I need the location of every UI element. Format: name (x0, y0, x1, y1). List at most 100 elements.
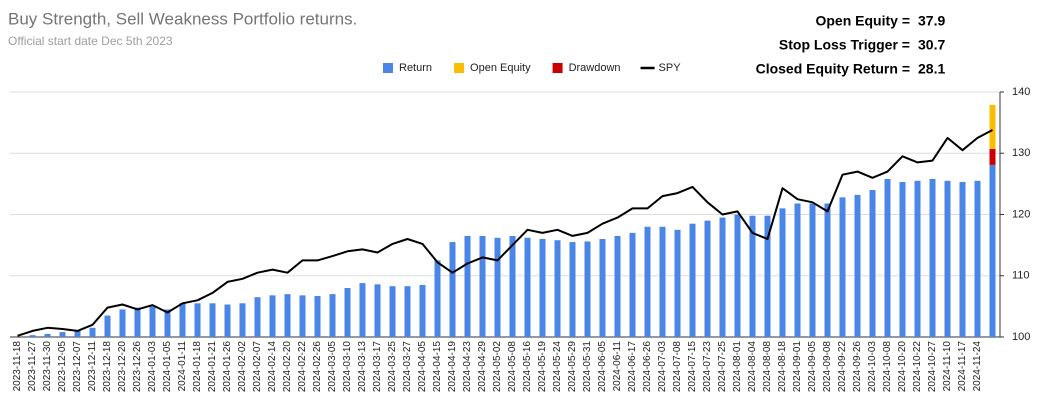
bar (74, 330, 81, 337)
bar (794, 203, 801, 337)
x-tick-label: 2024-09-05 (807, 341, 818, 393)
x-tick-label: 2024-08-04 (747, 341, 758, 393)
x-tick-label: 2023-11-18 (12, 341, 23, 392)
x-tick-label: 2024-10-03 (867, 341, 878, 393)
bar (359, 283, 366, 337)
bar (644, 226, 651, 337)
x-tick-label: 2024-02-26 (312, 341, 323, 393)
bar (884, 178, 891, 337)
y-tick-label: 100 (1012, 331, 1030, 343)
x-tick-label: 2024-07-03 (657, 341, 668, 393)
x-tick-label: 2024-08-01 (732, 341, 743, 393)
bar (944, 180, 951, 337)
x-tick-label: 2024-08-08 (762, 341, 773, 393)
bar (254, 297, 261, 337)
bar (779, 208, 786, 337)
x-tick-label: 2024-06-17 (627, 341, 638, 393)
bar (29, 335, 36, 337)
bar (974, 180, 981, 337)
bar (149, 306, 156, 337)
bar (959, 182, 966, 337)
spy-line (17, 129, 993, 337)
x-tick-label: 2024-02-14 (267, 341, 278, 393)
x-tick-label: 2024-01-03 (147, 341, 158, 393)
x-tick-label: 2024-10-20 (897, 341, 908, 393)
x-tick-label: 2024-01-18 (192, 341, 203, 393)
bar (44, 333, 51, 337)
bar (269, 295, 276, 337)
x-tick-label: 2023-12-07 (72, 341, 83, 393)
stat-value: 28.1 (918, 61, 945, 77)
x-tick-label: 2024-08-18 (777, 341, 788, 393)
x-tick-label: 2024-06-05 (597, 341, 608, 393)
stat-value: 37.9 (918, 13, 945, 29)
bar (719, 217, 726, 337)
bar (869, 190, 876, 337)
x-tick-label: 2024-03-05 (327, 341, 338, 393)
bar (179, 303, 186, 337)
x-tick-label: 2023-11-30 (42, 341, 53, 392)
x-tick-label: 2024-02-07 (252, 341, 263, 393)
y-tick-label: 140 (1012, 86, 1030, 98)
x-tick-label: 2024-03-27 (402, 341, 413, 393)
bar (839, 197, 846, 337)
chart-subtitle: Official start date Dec 5th 2023 (8, 34, 173, 48)
bar (194, 303, 201, 337)
bar (899, 182, 906, 337)
x-tick-label: 2024-09-08 (822, 341, 833, 393)
bar (89, 327, 96, 337)
bar (239, 303, 246, 337)
bar (689, 223, 696, 337)
bar (344, 288, 351, 337)
bar (674, 229, 681, 337)
x-tick-label: 2024-01-11 (177, 341, 188, 392)
bar (704, 220, 711, 337)
x-tick-label: 2024-10-27 (927, 341, 938, 393)
y-tick-label: 130 (1012, 147, 1030, 159)
bar (524, 237, 531, 337)
bar (659, 226, 666, 337)
stat-label: Open Equity = (815, 13, 910, 29)
bar (584, 241, 591, 337)
x-tick-label: 2023-11-27 (27, 341, 38, 392)
y-tick-label: 120 (1012, 208, 1030, 220)
bar (419, 284, 426, 337)
bar (209, 303, 216, 337)
bar (494, 237, 501, 337)
bar (434, 260, 441, 337)
x-tick-label: 2024-07-08 (672, 341, 683, 393)
x-tick-label: 2024-05-16 (522, 341, 533, 393)
bar (404, 286, 411, 337)
bar (464, 235, 471, 337)
bar (479, 235, 486, 337)
x-tick-label: 2024-06-26 (642, 341, 653, 393)
bar (104, 315, 111, 337)
bar (929, 178, 936, 337)
x-tick-label: 2024-10-08 (882, 341, 893, 393)
bar (119, 309, 126, 337)
x-tick-label: 2024-05-02 (492, 341, 503, 393)
bar (599, 239, 606, 337)
x-tick-label: 2024-03-10 (342, 341, 353, 393)
x-tick-label: 2024-05-08 (507, 341, 518, 393)
bar (59, 332, 66, 337)
bar (749, 215, 756, 337)
x-tick-label: 2024-11-17 (957, 341, 968, 392)
x-tick-label: 2024-04-23 (462, 341, 473, 393)
bar (314, 295, 321, 337)
bar (284, 294, 291, 337)
bar (629, 232, 636, 337)
legend-label: Return (399, 62, 432, 74)
bar (389, 286, 396, 337)
bar (989, 164, 996, 337)
x-tick-label: 2024-07-25 (717, 341, 728, 393)
x-tick-label: 2024-02-02 (237, 341, 248, 393)
bar (134, 307, 141, 337)
legend-label: SPY (659, 62, 682, 74)
x-tick-label: 2024-05-24 (552, 341, 563, 393)
x-tick-label: 2024-01-21 (207, 341, 218, 393)
legend-swatch (454, 63, 465, 73)
x-tick-label: 2024-04-19 (447, 341, 458, 393)
bar (989, 148, 996, 165)
x-tick-label: 2024-04-15 (432, 341, 443, 393)
